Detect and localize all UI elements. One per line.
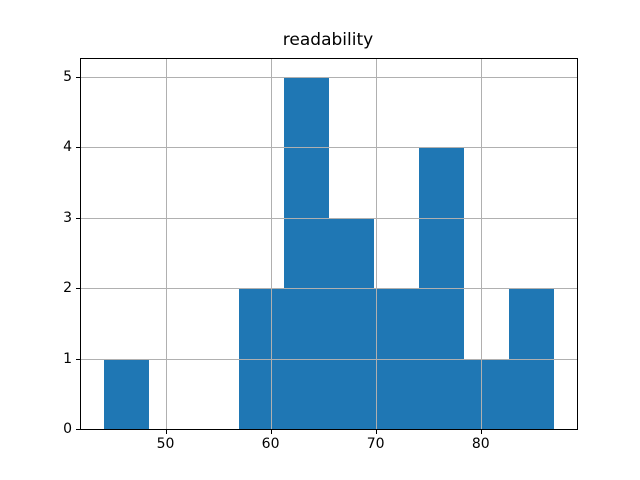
y-tick — [76, 288, 80, 289]
gridline-x — [165, 59, 167, 429]
gridline-x — [480, 59, 482, 429]
x-tick — [375, 430, 377, 434]
gridline-x — [270, 59, 272, 429]
gridline-y — [81, 288, 577, 289]
x-tick-label: 80 — [471, 436, 490, 452]
y-tick-label: 1 — [63, 350, 72, 367]
x-tick — [165, 430, 167, 434]
histogram-bar — [328, 217, 374, 429]
histogram-bar — [464, 358, 510, 429]
x-tick-label: 50 — [156, 436, 175, 452]
gridline-y — [81, 76, 577, 78]
histogram-bar — [283, 76, 329, 429]
gridline-y — [81, 147, 577, 149]
gridline-y — [81, 217, 577, 219]
y-tick — [76, 429, 80, 430]
y-tick — [76, 217, 80, 219]
y-tick-label: 3 — [63, 209, 72, 226]
chart-title: readability — [282, 30, 374, 50]
plot-area — [80, 58, 578, 430]
y-tick-label: 2 — [63, 280, 72, 296]
histogram-bar — [103, 358, 149, 429]
y-tick — [76, 358, 80, 360]
x-tick-label: 60 — [261, 436, 280, 452]
x-tick — [480, 430, 482, 434]
y-tick-label: 0 — [63, 421, 72, 437]
x-tick-label: 70 — [366, 436, 385, 452]
y-tick — [76, 76, 80, 78]
y-tick-label: 5 — [63, 68, 72, 85]
y-tick-label: 4 — [63, 139, 72, 156]
x-tick — [270, 430, 272, 434]
gridline-y — [81, 358, 577, 360]
y-tick — [76, 147, 80, 149]
gridline-x — [375, 59, 377, 429]
